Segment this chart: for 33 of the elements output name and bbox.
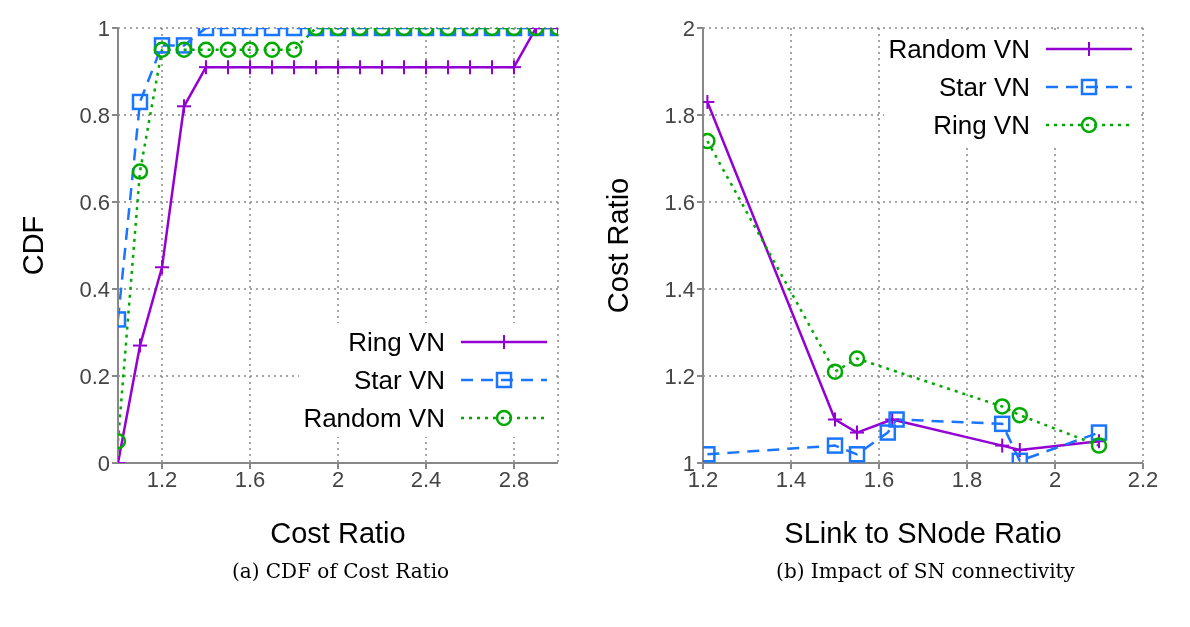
y-tick-label: 0.6 (79, 189, 110, 215)
y-tick-label: 1.6 (664, 189, 695, 215)
text: (b) Impact of SN connectivity (775, 559, 1076, 583)
x-tick-label: 2 (331, 466, 345, 492)
y-axis-title: CDF (17, 215, 50, 276)
y-tick-label: 1 (97, 15, 110, 41)
legend-label: Random VN (303, 402, 445, 434)
x-axis-title: Cost Ratio (270, 517, 406, 549)
y-tick-label: 0.2 (79, 363, 110, 389)
x-tick-label: 1.6 (234, 466, 266, 492)
x-tick-label: 1.4 (775, 466, 807, 492)
x-tick-label: 2.8 (498, 466, 530, 492)
y-tick-label: 0.4 (79, 276, 110, 302)
legend-label: Star VN (353, 364, 445, 396)
y-tick-label: 1.8 (664, 102, 695, 128)
x-tick-label: 1.6 (863, 466, 895, 492)
y-tick-label: 0 (97, 450, 110, 476)
x-tick-label: 2.4 (410, 466, 442, 492)
legend-label: Ring VN (933, 109, 1030, 141)
x-tick-label: 2 (1048, 466, 1062, 492)
y-tick-label: 0.8 (79, 102, 110, 128)
text: (a) CDF of Cost Ratio (230, 559, 451, 583)
y-axis-title: Cost Ratio (602, 177, 635, 314)
y-tick-label: 1.2 (664, 363, 695, 389)
legend-label: Ring VN (348, 326, 445, 358)
legend-label: Random VN (888, 33, 1030, 65)
x-axis-title: SLink to SNode Ratio (784, 517, 1062, 549)
y-tick-label: 2 (682, 15, 695, 41)
x-tick-label: 1.2 (146, 466, 178, 492)
x-tick-label: 2.2 (1127, 466, 1159, 492)
y-tick-label: 1.4 (664, 276, 695, 302)
x-tick-label: 1.8 (951, 466, 983, 492)
legend-label: Star VN (938, 71, 1030, 103)
